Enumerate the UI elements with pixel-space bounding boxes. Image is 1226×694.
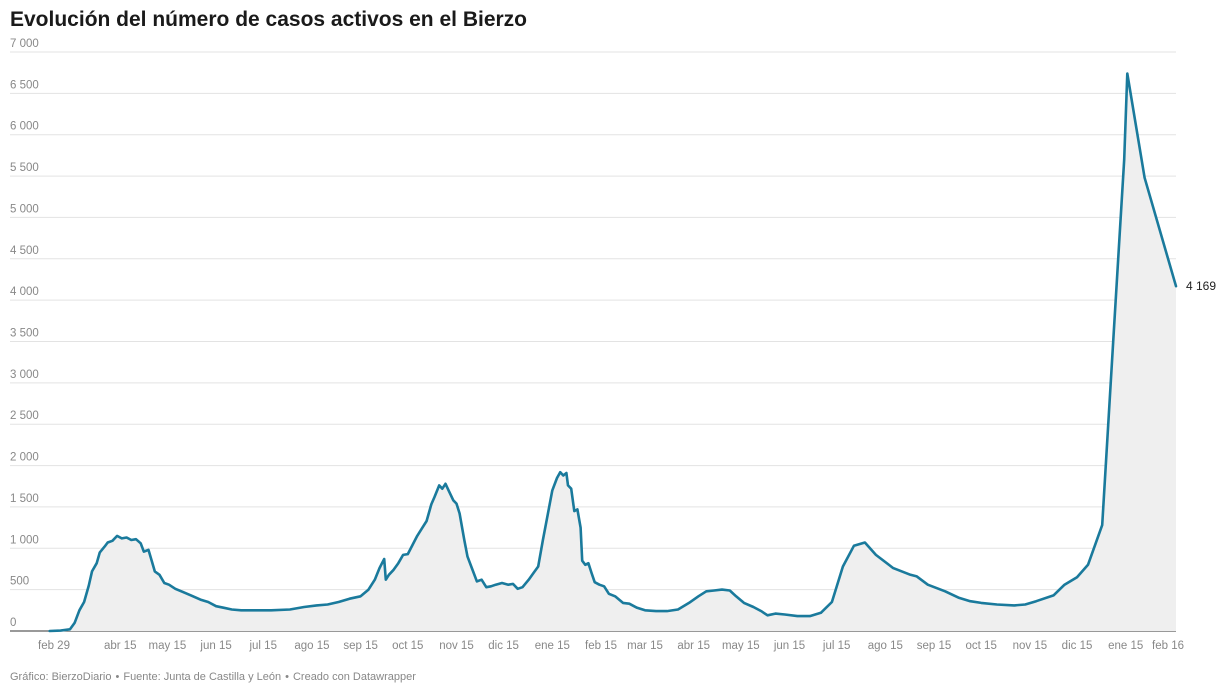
footer-source: Fuente: Junta de Castilla y León	[123, 671, 282, 683]
y-tick-label: 6 000	[10, 121, 39, 133]
x-tick-label: mar 15	[627, 640, 663, 652]
y-tick-label: 2 500	[10, 410, 39, 422]
x-tick-label: ago 15	[868, 640, 903, 652]
x-tick-label: sep 15	[343, 640, 378, 652]
y-tick-label: 1 000	[10, 534, 39, 546]
x-tick-label: may 15	[149, 640, 187, 652]
footer-credit: Gráfico: BierzoDiario	[10, 671, 112, 683]
x-tick-label: jun 15	[199, 640, 231, 652]
y-tick-label: 3 500	[10, 328, 39, 340]
x-tick-label: ene 15	[1108, 640, 1143, 652]
footer-separator: •	[285, 671, 289, 683]
gridlines	[10, 51, 1176, 632]
y-tick-label: 3 000	[10, 369, 39, 381]
x-tick-label: may 15	[722, 640, 760, 652]
x-tick-label: jul 15	[822, 640, 851, 652]
y-axis-ticks: 0 500 1 000 1 500 2 000 2 500 3 000 3 500 4 000 4…	[10, 38, 39, 629]
y-tick-label: 0	[10, 617, 16, 629]
x-tick-label: ago 15	[294, 640, 329, 652]
x-tick-label: oct 15	[966, 640, 997, 652]
y-tick-label: 500	[10, 576, 29, 588]
y-tick-label: 1 500	[10, 493, 39, 505]
x-axis-ticks: feb 29 abr 15 may 15 jun 15 jul 15 ago 15 sep …	[38, 640, 1184, 652]
x-tick-label: oct 15	[392, 640, 423, 652]
x-tick-label: nov 15	[1013, 640, 1048, 652]
x-tick-label: feb 29	[38, 640, 70, 652]
chart-footer: Gráfico: BierzoDiario • Fuente: Junta de C…	[10, 671, 416, 683]
y-tick-label: 7 000	[10, 38, 39, 50]
y-tick-label: 5 500	[10, 162, 39, 174]
footer-separator: •	[115, 671, 120, 683]
series-area	[49, 73, 1177, 631]
x-tick-label: feb 16	[1152, 640, 1184, 652]
x-tick-label: abr 15	[677, 640, 710, 652]
data-labels: 4 169	[1186, 279, 1216, 293]
x-tick-label: sep 15	[917, 640, 952, 652]
y-tick-label: 5 000	[10, 203, 39, 215]
y-tick-label: 4 000	[10, 286, 39, 298]
x-tick-label: jun 15	[773, 640, 805, 652]
chart-title: Evolución del número de casos activos en…	[10, 8, 527, 31]
x-tick-label: ene 15	[535, 640, 570, 652]
x-tick-label: dic 15	[1062, 640, 1093, 652]
x-tick-label: dic 15	[488, 640, 519, 652]
end-value-label: 4 169	[1186, 279, 1216, 293]
x-tick-label: abr 15	[104, 640, 137, 652]
series-group	[48, 72, 1178, 633]
y-tick-label: 6 500	[10, 79, 39, 91]
x-tick-label: jul 15	[248, 640, 277, 652]
series-line	[48, 72, 1178, 633]
x-tick-label: feb 15	[585, 640, 617, 652]
footer-made-with: Creado con Datawrapper	[292, 671, 416, 683]
x-tick-label: nov 15	[439, 640, 474, 652]
y-tick-label: 4 500	[10, 245, 39, 257]
y-tick-label: 2 000	[10, 452, 39, 464]
